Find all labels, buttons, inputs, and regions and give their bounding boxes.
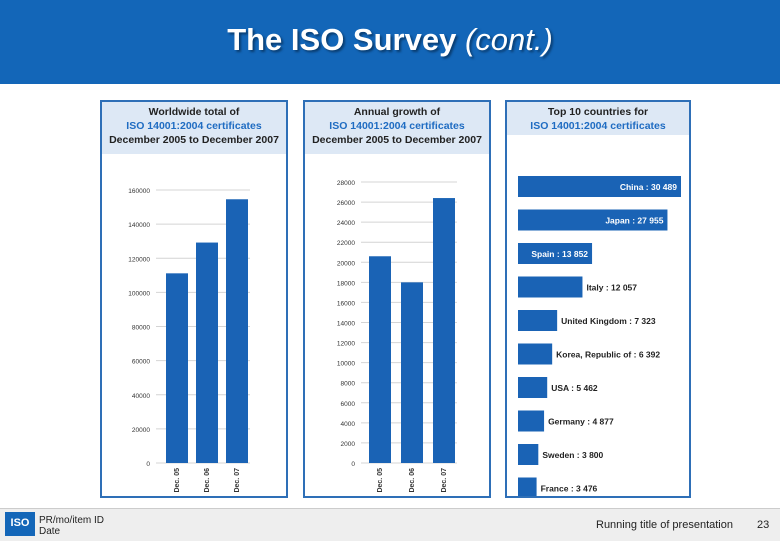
- bar: [518, 377, 548, 398]
- bar: [433, 198, 455, 464]
- slide-title-sub: (cont.): [464, 22, 553, 57]
- data-label: Japan : 27 955: [605, 216, 663, 226]
- data-label: Korea, Republic of : 6 392: [556, 350, 660, 360]
- y-tick-label: 6000: [341, 401, 356, 408]
- chart-title-line: ISO 14001:2004 certificates: [530, 120, 666, 132]
- y-tick-label: 4000: [341, 421, 356, 428]
- y-tick-label: 2000: [341, 441, 356, 448]
- chart-title: Top 10 countries for ISO 14001:2004 cert…: [507, 102, 689, 135]
- y-tick-label: 40000: [132, 393, 150, 400]
- slide-title-main: The ISO Survey: [227, 22, 457, 57]
- footer-date: Date: [39, 526, 61, 537]
- chart-panel-annual-growth: Annual growth of ISO 14001:2004 certific…: [303, 100, 491, 498]
- chart-panel-worldwide-total: Worldwide total of ISO 14001:2004 certif…: [100, 100, 288, 498]
- bar: [518, 276, 583, 298]
- bar-chart-annual-growth: 0 2000 4000 6000 8000 10000 12000 14000 16000 180…: [337, 180, 457, 493]
- bar: [226, 199, 248, 463]
- chart-title-line: Worldwide total of: [148, 106, 240, 118]
- y-tick-label: 14000: [337, 321, 355, 328]
- y-tick-label: 18000: [337, 280, 355, 287]
- bar: [518, 243, 593, 264]
- chart-title-line: Annual growth of: [353, 106, 441, 118]
- chart-title: Annual growth of ISO 14001:2004 certific…: [305, 102, 489, 154]
- chart-title-line: December 2005 to December 2007: [312, 134, 482, 146]
- y-tick-label: 22000: [337, 240, 355, 247]
- y-tick-label: 120000: [128, 256, 150, 263]
- bar: [196, 242, 218, 463]
- data-label: USA : 5 462: [551, 383, 598, 393]
- y-tick-label: 24000: [337, 220, 355, 227]
- iso-logo-text: ISO: [10, 517, 30, 529]
- bar: [518, 410, 545, 432]
- y-tick-label: 20000: [132, 427, 150, 434]
- x-tick-label: Dec. 07: [441, 468, 448, 493]
- chart-title-line: December 2005 to December 2007: [109, 134, 279, 146]
- y-tick-label: 12000: [337, 341, 355, 348]
- footer-bar: [0, 508, 780, 541]
- bar: [518, 209, 668, 231]
- y-tick-label: 60000: [132, 359, 150, 366]
- bar: [518, 310, 558, 331]
- x-tick-label: Dec. 05: [377, 468, 384, 493]
- y-tick-label: 0: [351, 461, 355, 468]
- slide-title: The ISO Survey (cont.): [0, 22, 780, 58]
- x-tick-label: Dec. 06: [409, 468, 416, 493]
- data-label: Spain : 13 852: [531, 249, 588, 259]
- bar: [401, 282, 423, 463]
- y-tick-label: 0: [146, 461, 150, 468]
- data-label: United Kingdom : 7 323: [561, 316, 656, 326]
- bar: [518, 477, 537, 496]
- bar: [518, 343, 553, 365]
- y-tick-label: 140000: [128, 222, 150, 229]
- chart-title-line: ISO 14001:2004 certificates: [329, 120, 465, 132]
- page-number: 23: [757, 519, 770, 531]
- y-tick-label: 28000: [337, 180, 355, 187]
- y-tick-label: 10000: [337, 361, 355, 368]
- bar-chart-top-10-countries: China : 30 489 Japan : 27 955 Spain : 13 8…: [518, 176, 681, 496]
- y-tick-label: 16000: [337, 300, 355, 307]
- y-tick-label: 100000: [128, 290, 150, 297]
- x-tick-label: Dec. 07: [234, 468, 241, 493]
- chart-title-line: ISO 14001:2004 certificates: [126, 120, 262, 132]
- y-tick-label: 20000: [337, 260, 355, 267]
- y-tick-label: 26000: [337, 200, 355, 207]
- data-label: China : 30 489: [620, 182, 677, 192]
- iso-logo: ISO: [5, 512, 35, 536]
- chart-title-line: Top 10 countries for: [547, 106, 649, 118]
- bar: [166, 273, 188, 463]
- data-label: Italy : 12 057: [586, 283, 637, 293]
- y-tick-label: 160000: [128, 188, 150, 195]
- y-tick-label: 80000: [132, 325, 150, 332]
- bar-chart-worldwide-total: 0 20000 40000 60000 80000 100000 120000 140000 1…: [128, 188, 250, 493]
- x-tick-label: Dec. 05: [174, 468, 181, 493]
- y-tick-label: 8000: [341, 381, 356, 388]
- header-bar: [0, 0, 780, 84]
- data-label: Sweden : 3 800: [542, 450, 603, 460]
- data-label: France : 3 476: [541, 484, 598, 494]
- chart-panel-top-10-countries: Top 10 countries for ISO 14001:2004 cert…: [505, 100, 691, 498]
- x-tick-label: Dec. 06: [204, 468, 211, 493]
- footer-item-id: PR/mo/item ID: [39, 515, 105, 526]
- bar: [369, 256, 391, 463]
- bar: [518, 176, 681, 197]
- data-label: Germany : 4 877: [548, 417, 614, 427]
- bar: [518, 444, 539, 465]
- chart-title: Worldwide total of ISO 14001:2004 certif…: [102, 102, 286, 154]
- footer-running-title: Running title of presentation: [596, 519, 733, 531]
